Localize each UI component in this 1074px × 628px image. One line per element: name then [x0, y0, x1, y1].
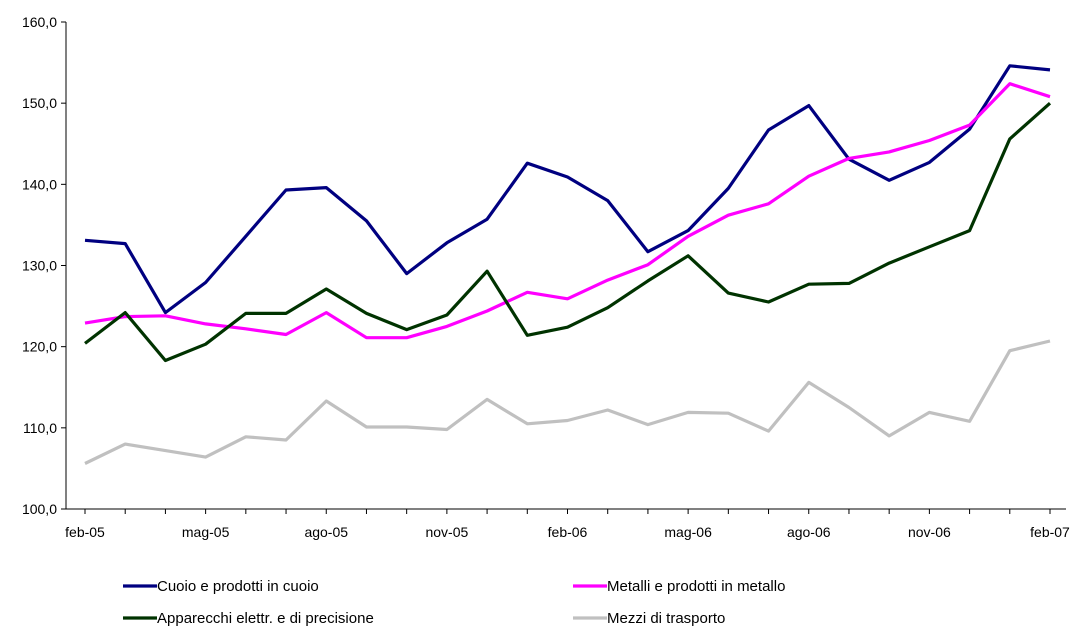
- series-line-1: [84, 64, 1051, 315]
- y-tick-label: 130,0: [22, 258, 57, 274]
- x-tick-label: feb-05: [65, 524, 105, 540]
- y-tick-label: 160,0: [22, 14, 57, 30]
- x-tick-label: ago-06: [787, 524, 831, 540]
- x-axis: feb-05 mag-05 ago-05 nov-05 feb-06 mag-06 ago-…: [65, 508, 1070, 540]
- y-tick-label: 100,0: [22, 501, 57, 517]
- y-tick-label: 140,0: [22, 176, 57, 192]
- legend-label: Metalli e prodotti in metallo: [607, 578, 785, 595]
- x-tick-label: ago-05: [304, 524, 348, 540]
- legend-label: Cuoio e prodotti in cuoio: [157, 578, 319, 595]
- y-tick-label: 150,0: [22, 95, 57, 111]
- legend-label: Apparecchi elettr. e di precisione: [157, 610, 374, 627]
- y-axis: 100,0 110,0 120,0 130,0 140,0 150,0 160,0: [22, 14, 67, 517]
- x-tick-label: mag-05: [182, 524, 230, 540]
- series-lines: [84, 64, 1052, 465]
- series-line-4: [84, 339, 1051, 465]
- x-tick-label: feb-07: [1030, 524, 1070, 540]
- x-tick-label: nov-05: [425, 524, 468, 540]
- series-line-3: [84, 102, 1052, 363]
- y-tick-label: 110,0: [23, 420, 57, 436]
- y-tick-label: 120,0: [22, 339, 57, 355]
- legend: Cuoio e prodotti in cuoio Metalli e prodo…: [123, 578, 785, 627]
- legend-label: Mezzi di trasporto: [607, 610, 725, 627]
- series-line-2: [84, 82, 1051, 340]
- x-tick-label: mag-06: [664, 524, 712, 540]
- x-tick-label: feb-06: [548, 524, 588, 540]
- x-tick-label: nov-06: [908, 524, 951, 540]
